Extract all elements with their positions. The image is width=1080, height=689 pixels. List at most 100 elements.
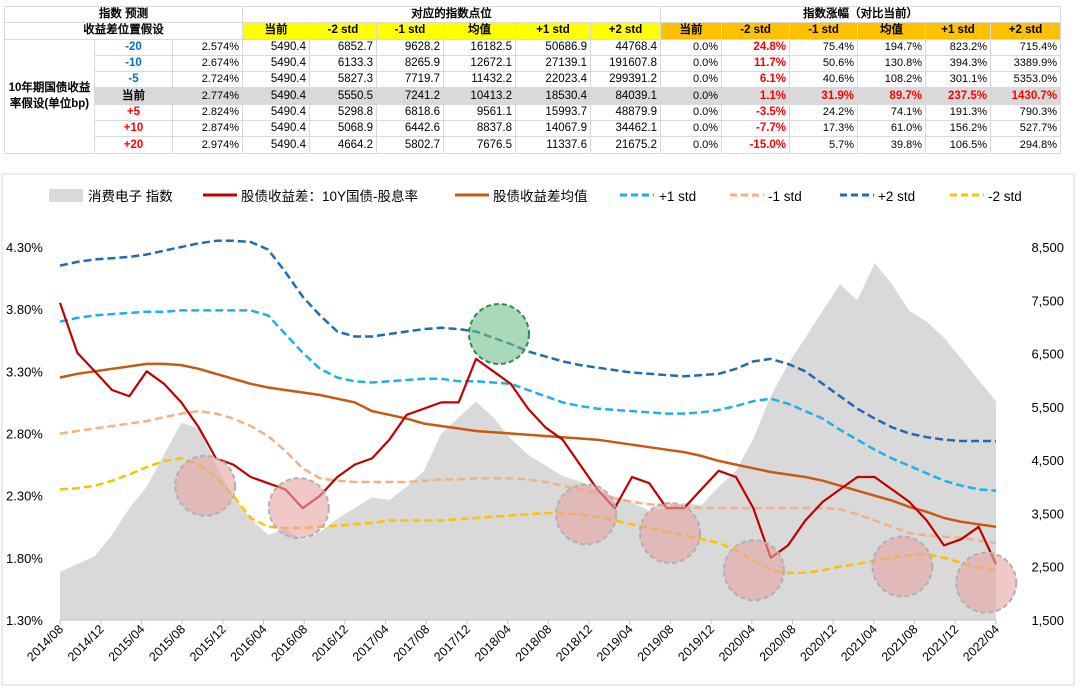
plus-1-std-line [59, 309, 997, 492]
shift-cell: +20 [94, 136, 173, 154]
point-cell: 299391.2 [589, 71, 662, 89]
plot-area [58, 239, 1018, 620]
y-right-tick-label: 2,500 [1031, 560, 1064, 575]
point-cell: 7676.5 [443, 136, 516, 154]
point-cell: 84039.1 [589, 87, 662, 105]
change-cell: 0.0% [660, 54, 723, 73]
change-cell: 108.2% [857, 71, 927, 89]
index-forecast-header: 指数 预测 [4, 5, 243, 24]
point-cell: 5490.4 [242, 136, 310, 154]
yield-cell: 2.874% [172, 120, 243, 138]
point-cell: 5490.4 [242, 103, 310, 122]
point-cell: 11432.2 [443, 71, 516, 89]
point-cell: 4664.2 [309, 136, 377, 154]
table-row: +20 2.974% 5490.4 4664.2 5802.7 7676.5 1… [5, 136, 1062, 154]
change-cell: 294.8% [990, 136, 1062, 154]
change-cell: 11.7% [721, 54, 791, 73]
forecast-table: 指数 预测 对应的指数点位 指数涨幅（对比当前） 收益差位置假设 当前 -2 s… [4, 5, 1062, 154]
col-header: +2 std [990, 22, 1062, 40]
table-row: -5 2.724% 5490.4 5827.3 7719.7 11432.2 2… [5, 71, 1062, 89]
col-header: 均值 [443, 22, 516, 40]
y-left-tick-label: 4.30% [6, 240, 43, 255]
point-cell: 5550.5 [309, 87, 377, 105]
change-cell: 40.6% [789, 71, 859, 89]
change-cell: 394.3% [925, 54, 992, 73]
highlight-circle-pink [722, 539, 785, 602]
point-cell: 5802.7 [376, 136, 444, 154]
point-cell: 50686.9 [515, 38, 591, 56]
point-cell: 6852.7 [309, 38, 377, 56]
point-cell: 16182.5 [443, 38, 516, 56]
y-left-tick-label: 1.80% [6, 551, 43, 566]
change-cell: 715.4% [990, 38, 1062, 56]
change-cell: 17.3% [789, 120, 859, 138]
change-cell: -3.5% [721, 103, 791, 122]
col-header: -2 std [309, 22, 377, 40]
highlight-circle-pink [267, 477, 330, 540]
legend-label: +1 std [659, 189, 696, 204]
point-cell: 6133.3 [309, 54, 377, 73]
change-cell: -15.0% [721, 136, 791, 154]
shift-cell: 当前 [94, 87, 173, 105]
change-cell: 194.7% [857, 38, 927, 56]
highlight-circle-pink [639, 502, 701, 564]
minus-1-std-line [59, 409, 997, 545]
highlight-circle-pink [955, 551, 1018, 614]
col-header: -1 std [789, 22, 859, 40]
shift-cell: -10 [94, 54, 173, 73]
legend-swatch-index [49, 189, 83, 202]
y-left-tick-label: 3.80% [6, 302, 43, 317]
spread-chart: 消费电子 指数 股债收益差：10Y国债-股息率 股债收益差均值 +1 std -… [1, 173, 1075, 686]
point-cell: 18530.4 [515, 87, 591, 105]
change-cell: 301.1% [925, 71, 992, 89]
point-cell: 9561.1 [443, 103, 516, 122]
chart-legend: 消费电子 指数 股债收益差：10Y国债-股息率 股债收益差均值 +1 std -… [49, 188, 1022, 204]
minus-2-std-line [59, 457, 997, 575]
col-header: -1 std [376, 22, 444, 40]
yield-cell: 2.724% [172, 71, 243, 89]
legend-label: -2 std [988, 189, 1022, 204]
change-cell: 0.0% [660, 120, 723, 138]
y-right-tick-label: 3,500 [1031, 506, 1064, 521]
y-right-tick-label: 4,500 [1031, 453, 1064, 468]
point-cell: 5490.4 [242, 120, 310, 138]
y-right-tick-label: 7,500 [1031, 293, 1064, 308]
yield-cell: 2.674% [172, 54, 243, 73]
change-cell: 191.3% [925, 103, 992, 122]
change-cell: 75.4% [789, 38, 859, 56]
y-left-tick-label: 1.30% [6, 613, 43, 628]
change-cell: 0.0% [660, 38, 723, 56]
highlight-circle-pink [871, 535, 934, 598]
side-label: 10年期国债收益率假设(单位bp) [4, 38, 95, 154]
col-header: 当前 [660, 22, 723, 40]
shift-cell: -20 [94, 38, 173, 56]
y-right-tick-label: 1,500 [1031, 613, 1064, 628]
change-cell: 24.8% [721, 38, 791, 56]
change-cell: 0.0% [660, 71, 723, 89]
col-header: +2 std [589, 22, 662, 40]
change-cell: 0.0% [660, 87, 723, 105]
table-row: -10 2.674% 5490.4 6133.3 8265.9 12672.1 … [5, 54, 1062, 73]
point-cell: 12672.1 [443, 54, 516, 73]
y-left-tick-label: 3.30% [6, 364, 43, 379]
highlight-circle-pink [555, 483, 618, 546]
col-header: 均值 [857, 22, 927, 40]
point-cell: 5490.4 [242, 54, 310, 73]
change-cell: 1430.7% [990, 87, 1062, 105]
change-cell: 61.0% [857, 120, 927, 138]
change-cell: 790.3% [990, 103, 1062, 122]
table-row: +10 2.874% 5490.4 5068.9 6442.6 8837.8 1… [5, 120, 1062, 138]
point-cell: 21675.2 [589, 136, 662, 154]
change-cell: 31.9% [789, 87, 859, 105]
spread-assumption-header: 收益差位置假设 [4, 22, 243, 40]
change-cell: 0.0% [660, 136, 723, 154]
col-header: +1 std [925, 22, 992, 40]
yield-cell: 2.824% [172, 103, 243, 122]
point-cell: 6442.6 [376, 120, 444, 138]
y-left-tick-label: 2.80% [6, 427, 43, 442]
shift-cell: +5 [94, 103, 173, 122]
point-cell: 27139.1 [515, 54, 591, 73]
point-cell: 8837.8 [443, 120, 516, 138]
change-cell: 50.6% [789, 54, 859, 73]
point-cell: 34462.1 [589, 120, 662, 138]
